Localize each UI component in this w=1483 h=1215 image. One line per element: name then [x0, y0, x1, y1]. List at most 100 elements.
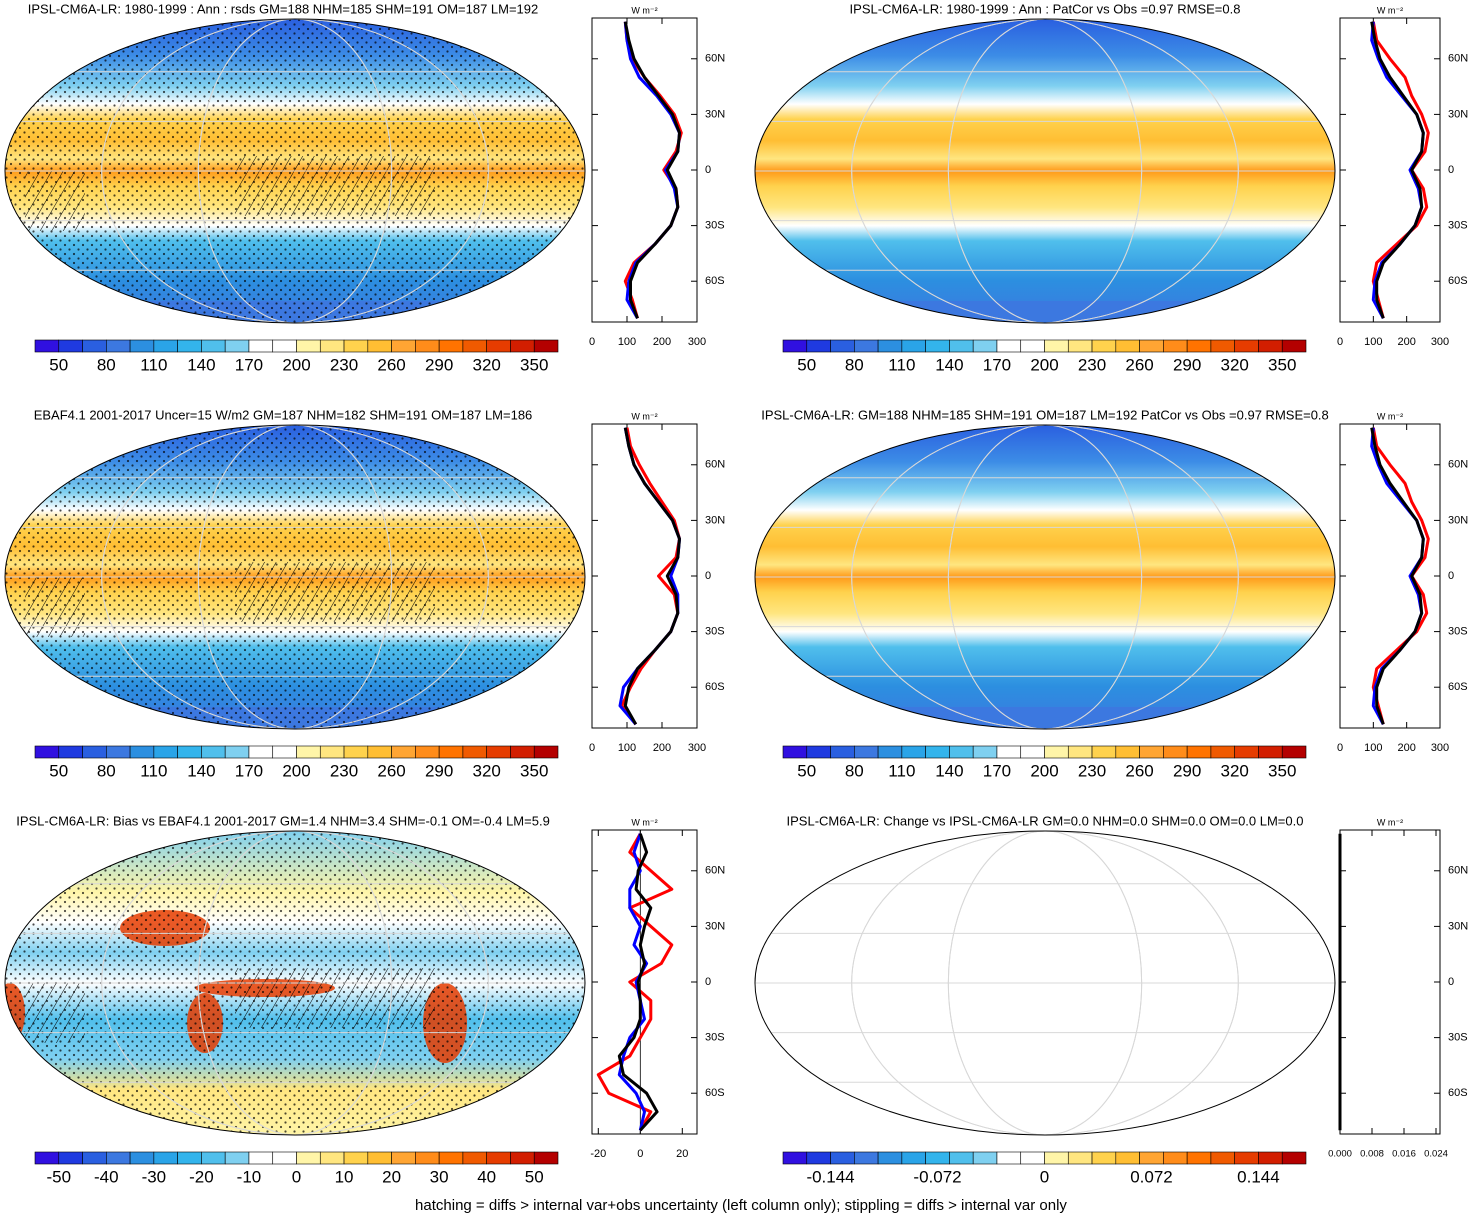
colorbar-box — [177, 1151, 202, 1165]
profile-line — [1370, 21, 1425, 320]
y-tick-label: 0 — [705, 976, 711, 988]
hatching — [25, 577, 85, 637]
colorbar-box — [949, 745, 974, 759]
colorbar-box — [367, 339, 392, 353]
colorbar-box — [782, 745, 808, 759]
colorbar-box — [462, 1151, 487, 1165]
colorbar-label: 230 — [330, 761, 358, 780]
profile-frame — [1339, 17, 1441, 323]
map — [5, 425, 585, 729]
colorbar-box — [510, 745, 535, 759]
y-tick-label: 0 — [1448, 570, 1454, 582]
colorbar-box — [391, 1151, 416, 1165]
map-border — [754, 18, 1336, 324]
y-tick-label: 0 — [1448, 164, 1454, 176]
colorbar-label: 200 — [1030, 355, 1058, 374]
colorbar-box — [1044, 339, 1069, 353]
colorbar-label: 260 — [377, 761, 405, 780]
footnote: hatching = diffs > internal var+obs unce… — [415, 1197, 1067, 1214]
y-tick-label: 0 — [1448, 976, 1454, 988]
colorbar-box — [1210, 745, 1235, 759]
colorbar-box — [1281, 745, 1307, 759]
colorbar-box — [782, 339, 808, 353]
panel-title: IPSL-CM6A-LR: GM=188 NHM=185 SHM=191 OM=… — [761, 407, 1329, 422]
colorbar-box — [58, 1151, 83, 1165]
y-tick-label: 30N — [1448, 108, 1468, 120]
colorbar-label: 80 — [97, 761, 116, 780]
x-tick-label: 20 — [676, 1148, 688, 1160]
colorbar-box — [1210, 1151, 1235, 1165]
y-tick-label: 60N — [705, 865, 725, 877]
colorbar-label: -0.144 — [806, 1167, 854, 1186]
colorbar-label: 290 — [425, 761, 453, 780]
colorbar-box — [129, 1151, 155, 1165]
x-tick-label: 300 — [1431, 336, 1449, 348]
colorbar-label: 290 — [1173, 761, 1201, 780]
colorbar-box — [1281, 339, 1307, 353]
colorbar-box — [877, 1151, 903, 1165]
y-tick-label: 60N — [1448, 53, 1468, 65]
colorbar-label: -0.072 — [913, 1167, 961, 1186]
colorbar-label: 80 — [845, 761, 864, 780]
hatching — [25, 983, 85, 1043]
colorbar-box — [877, 745, 903, 759]
colorbar-label: 140 — [935, 761, 963, 780]
colorbar-box — [830, 339, 855, 353]
antarctica — [755, 707, 1335, 729]
colorbar-label: 200 — [282, 761, 310, 780]
colorbar-box — [1281, 1151, 1307, 1165]
colorbar-box — [854, 745, 879, 759]
colorbar-label: 0 — [1040, 1167, 1049, 1186]
colorbar-box — [1258, 745, 1283, 759]
colorbar-box — [319, 339, 345, 353]
colorbar-box — [877, 339, 903, 353]
colorbar-box — [224, 745, 250, 759]
colorbar-box — [949, 1151, 974, 1165]
colorbar-box — [438, 339, 464, 353]
colorbar-box — [1067, 745, 1093, 759]
hatching — [235, 156, 435, 216]
colorbar-box — [1115, 339, 1140, 353]
map — [755, 831, 1335, 1135]
profile-line — [623, 21, 681, 319]
colorbar-box — [1163, 745, 1188, 759]
colorbar-box — [1115, 745, 1140, 759]
colorbar-box — [82, 1151, 107, 1165]
colorbar-box — [58, 745, 83, 759]
profile-line — [1370, 21, 1425, 319]
y-tick-label: 60N — [1448, 459, 1468, 471]
colorbar-box — [415, 745, 440, 759]
x-tick-label: 0.008 — [1360, 1149, 1384, 1160]
colorbar-box — [177, 745, 202, 759]
colorbar-label: 40 — [477, 1167, 496, 1186]
colorbar-box — [510, 339, 535, 353]
colorbar-box — [82, 745, 107, 759]
colorbar-box — [153, 339, 178, 353]
colorbar-label: 350 — [520, 761, 548, 780]
colorbar-box — [972, 1151, 998, 1165]
y-tick-label: 30S — [1448, 220, 1468, 232]
colorbar-box — [1234, 339, 1259, 353]
colorbar-box — [901, 339, 926, 353]
colorbar-box — [462, 745, 487, 759]
colorbar-box — [1139, 745, 1164, 759]
colorbar-label: 140 — [187, 355, 215, 374]
colorbar-box — [438, 1151, 464, 1165]
x-tick-label: 0 — [637, 1148, 643, 1160]
colorbar-box — [296, 745, 321, 759]
y-tick-label: 0 — [705, 164, 711, 176]
colorbar-label: 110 — [888, 355, 915, 374]
hatching — [235, 968, 435, 1028]
colorbar-box — [1139, 1151, 1164, 1165]
colorbar-box — [415, 1151, 440, 1165]
colorbar-label: 350 — [1268, 355, 1296, 374]
y-tick-label: 30N — [705, 514, 725, 526]
colorbar-box — [996, 1151, 1022, 1165]
unit-label: W m⁻² — [631, 411, 657, 421]
profile-line — [623, 427, 681, 726]
x-tick-label: 100 — [618, 336, 636, 348]
colorbar-label: 170 — [235, 761, 263, 780]
colorbar-label: 260 — [1125, 761, 1153, 780]
colorbar-box — [1115, 1151, 1140, 1165]
